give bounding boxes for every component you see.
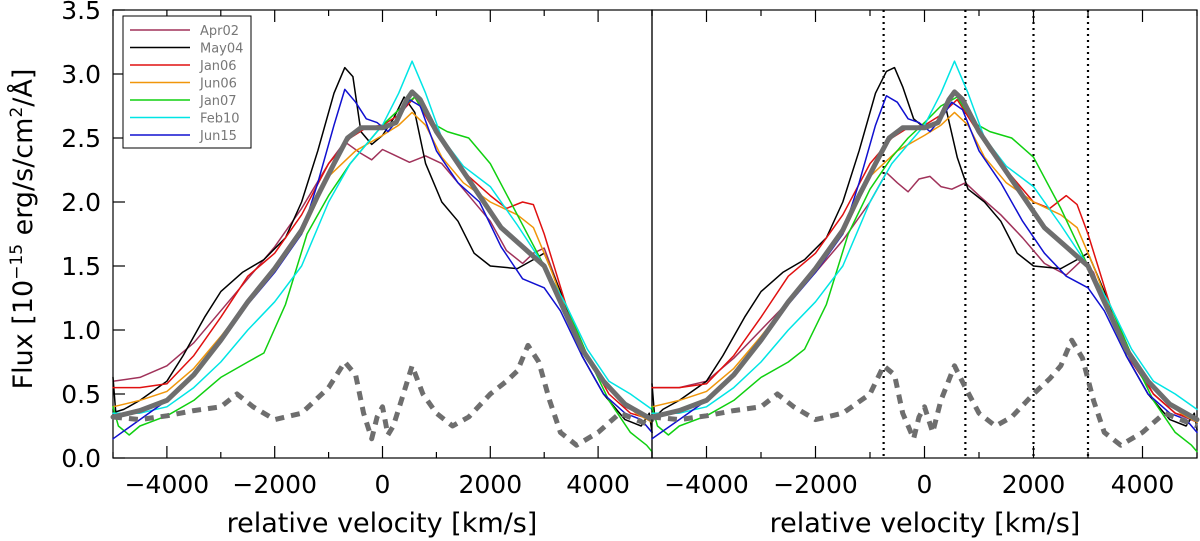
panel-left-series-difference [112, 342, 653, 448]
panel-left: −4000 −2000 0 2000 4000 0.0 0.5 1.0 1.5 2.0 2.5 3.0… [61, 0, 655, 499]
panel-left-xtick-label: 0 [375, 470, 391, 499]
panel-right-series-mean [649, 89, 1200, 423]
panel-left-ytick-label: 0.5 [61, 380, 101, 409]
panel-left-ytick-label: 3.0 [61, 60, 101, 89]
panel-left-xtick-label: 2000 [458, 470, 522, 499]
y-axis-title-post: /Å] [7, 69, 39, 107]
legend-label-jun06: Jun06 [199, 77, 237, 92]
panel-right-xtick-label: 4000 [1111, 470, 1175, 499]
legend-label-jan07: Jan07 [199, 94, 237, 109]
panel-left-ytick-label: 2.0 [61, 188, 101, 217]
panel-left-series-mean [110, 89, 655, 423]
panel-right-series-jan07 [651, 96, 1198, 453]
panel-left-ytick-label: 3.5 [61, 0, 101, 25]
panel-right-frame [651, 9, 1198, 459]
x-axis-title-right: relative velocity [km/s] [770, 508, 1081, 539]
panel-right-xtick-label: −4000 [664, 470, 749, 499]
panel-right-xtick-label: 0 [917, 470, 933, 499]
legend-label-feb10: Feb10 [200, 112, 240, 127]
panel-left-xtick-label: −2000 [232, 470, 317, 499]
x-axis-title-left: relative velocity [km/s] [227, 508, 538, 539]
y-axis-title-mid: erg/s/cm [8, 118, 39, 244]
y-axis-title: Flux [10−15 erg/s/cm2/Å] [7, 69, 39, 390]
legend: Apr02 May04 Jan06 Jun06 Jan07 Feb10 Jun15 [122, 15, 252, 149]
y-axis-title-exp2: 2 [7, 107, 27, 118]
panel-right-series-apr02 [651, 171, 1198, 423]
panel-left-series-feb10 [112, 60, 653, 414]
panel-left-ytick-label: 1.5 [61, 252, 101, 281]
panel-right-series-difference [651, 337, 1198, 448]
panel-right: −4000 −2000 0 2000 4000 [649, 9, 1200, 499]
panel-left-ytick-label: 1.0 [61, 316, 101, 345]
panel-right-series-jan06 [651, 98, 1198, 421]
legend-label-may04: May04 [200, 42, 243, 57]
legend-label-jan06: Jan06 [199, 59, 237, 74]
panel-left-ytick-label: 0.0 [61, 444, 101, 473]
panel-right-xtick-label: −2000 [773, 470, 858, 499]
panel-left-xtick-label: −4000 [125, 470, 210, 499]
y-axis-title-pre: Flux [10 [8, 280, 39, 390]
legend-label-jun15: Jun15 [199, 129, 237, 144]
panel-right-series-feb10 [651, 60, 1198, 414]
legend-label-apr02: Apr02 [200, 24, 239, 39]
panel-left-xtick-label: 4000 [566, 470, 630, 499]
panel-right-xtick-label: 2000 [1002, 470, 1066, 499]
y-axis-title-exp1: −15 [7, 244, 27, 280]
panel-left-series-apr02 [112, 141, 653, 421]
panel-left-ytick-label: 2.5 [61, 124, 101, 153]
